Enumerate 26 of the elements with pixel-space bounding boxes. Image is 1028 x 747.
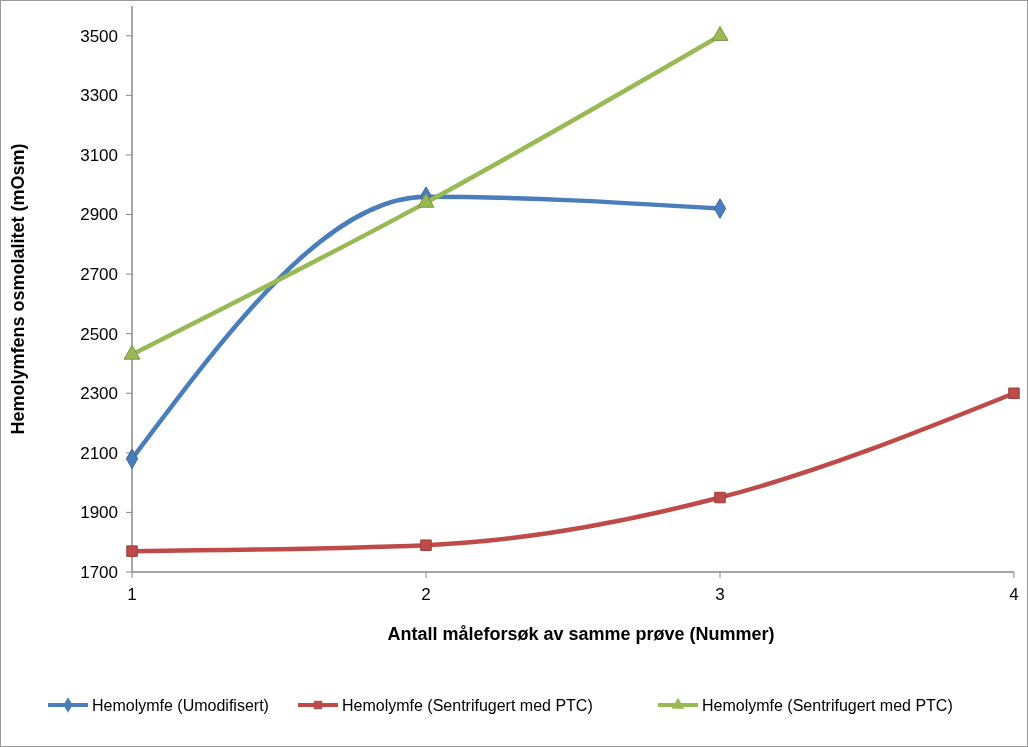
y-tick-label: 3300 bbox=[80, 86, 118, 106]
legend-label: Hemolymfe (Umodifisert) bbox=[92, 696, 269, 714]
y-tick-label: 2900 bbox=[80, 205, 118, 225]
y-tick-label: 1700 bbox=[80, 562, 118, 582]
y-tick-label: 3100 bbox=[80, 145, 118, 165]
y-tick-label: 2300 bbox=[80, 384, 118, 404]
point bbox=[417, 192, 435, 208]
point bbox=[420, 539, 432, 551]
y-tick-label: 2700 bbox=[80, 265, 118, 285]
y-tick-label: 3500 bbox=[80, 26, 118, 46]
legend-label: Hemolymfe (Sentrifugert med PTC) bbox=[342, 696, 593, 714]
x-tick-label: 1 bbox=[127, 585, 137, 604]
x-tick-label: 4 bbox=[1009, 585, 1019, 604]
x-axis-title: Antall måleforsøk av samme prøve (Nummer) bbox=[387, 624, 775, 644]
x-tick-label: 2 bbox=[421, 585, 431, 604]
point bbox=[126, 545, 138, 557]
point bbox=[714, 491, 726, 504]
point bbox=[711, 26, 729, 41]
x-tick-label: 3 bbox=[715, 585, 725, 604]
y-tick-label: 1900 bbox=[80, 503, 118, 523]
legend-label: Hemolymfe (Sentrifugert med PTC) bbox=[702, 696, 953, 714]
point bbox=[1008, 387, 1020, 400]
y-tick-label: 2100 bbox=[80, 443, 118, 463]
y-tick-label: 2500 bbox=[80, 324, 118, 344]
point bbox=[123, 344, 141, 360]
y-axis-title: Hemolymfens osmolalitet (mOsm) bbox=[8, 143, 28, 435]
